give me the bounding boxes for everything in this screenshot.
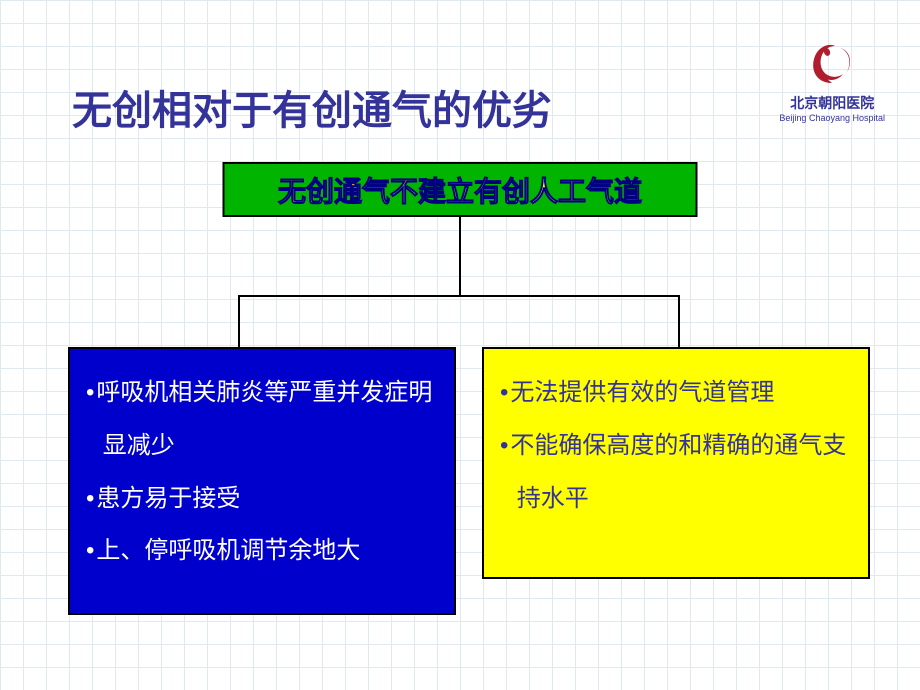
connector-vert-right: [678, 295, 680, 347]
advantage-item: 患方易于接受: [86, 473, 438, 526]
top-box-text: 无创通气不建立有创人工气道: [278, 176, 642, 207]
advantages-list: 呼吸机相关肺炎等严重并发症明显减少患方易于接受上、停呼吸机调节余地大: [86, 367, 438, 578]
connector-vert-left: [238, 295, 240, 347]
advantages-box: 呼吸机相关肺炎等严重并发症明显减少患方易于接受上、停呼吸机调节余地大: [68, 347, 456, 615]
connector-horiz: [238, 295, 678, 297]
disadvantages-list: 无法提供有效的气道管理不能确保高度的和精确的通气支持水平: [500, 367, 852, 525]
top-box: 无创通气不建立有创人工气道: [223, 162, 698, 217]
disadvantage-item: 无法提供有效的气道管理: [500, 367, 852, 420]
hospital-logo-icon: [805, 38, 860, 88]
slide: 北京朝阳医院 Beijing Chaoyang Hospital 无创相对于有创…: [0, 0, 920, 690]
logo-name-cn: 北京朝阳医院: [779, 93, 885, 113]
disadvantages-box: 无法提供有效的气道管理不能确保高度的和精确的通气支持水平: [482, 347, 870, 579]
advantage-item: 上、停呼吸机调节余地大: [86, 525, 438, 578]
advantage-item: 呼吸机相关肺炎等严重并发症明显减少: [86, 367, 438, 473]
logo: 北京朝阳医院 Beijing Chaoyang Hospital: [779, 38, 885, 123]
connector-vert-top: [459, 217, 461, 295]
logo-name-en: Beijing Chaoyang Hospital: [779, 113, 885, 123]
disadvantage-item: 不能确保高度的和精确的通气支持水平: [500, 420, 852, 526]
slide-title: 无创相对于有创通气的优劣: [72, 78, 552, 136]
